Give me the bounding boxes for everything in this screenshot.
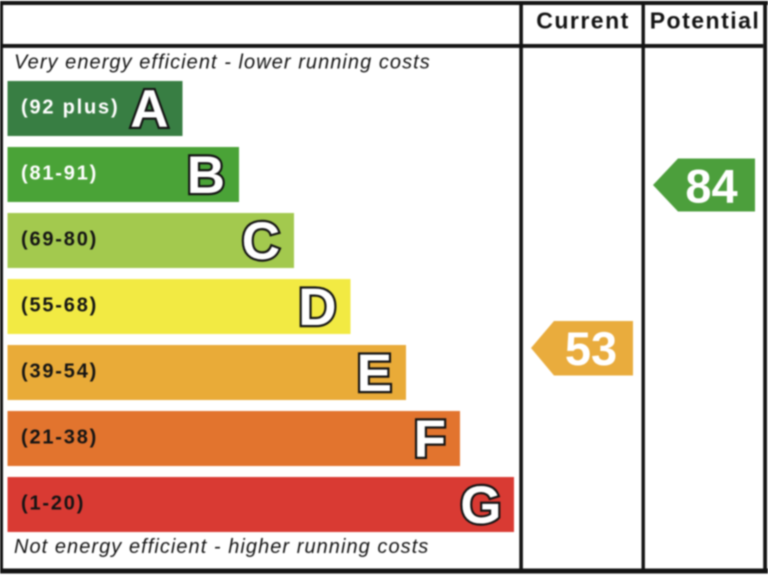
svg-text:A: A [130,80,168,139]
svg-text:Potential: Potential [650,8,761,34]
svg-text:(55-68): (55-68) [21,295,98,317]
svg-text:D: D [298,278,336,337]
svg-text:Very energy efficient - lower: Very energy efficient - lower running co… [14,52,431,74]
svg-text:53: 53 [565,322,617,375]
svg-text:(69-80): (69-80) [21,229,98,251]
svg-text:B: B [187,146,225,205]
svg-text:G: G [460,476,501,535]
svg-text:(81-91): (81-91) [21,163,98,185]
svg-text:(92 plus): (92 plus) [21,97,119,119]
svg-text:(1-20): (1-20) [21,493,85,515]
svg-text:F: F [414,410,446,469]
svg-text:C: C [242,212,280,271]
svg-text:(39-54): (39-54) [21,361,98,383]
svg-text:(21-38): (21-38) [21,427,98,449]
svg-text:84: 84 [685,160,737,213]
svg-text:E: E [357,344,392,403]
svg-text:Current: Current [536,8,630,34]
svg-text:Not energy efficient - higher: Not energy efficient - higher running co… [14,536,429,558]
